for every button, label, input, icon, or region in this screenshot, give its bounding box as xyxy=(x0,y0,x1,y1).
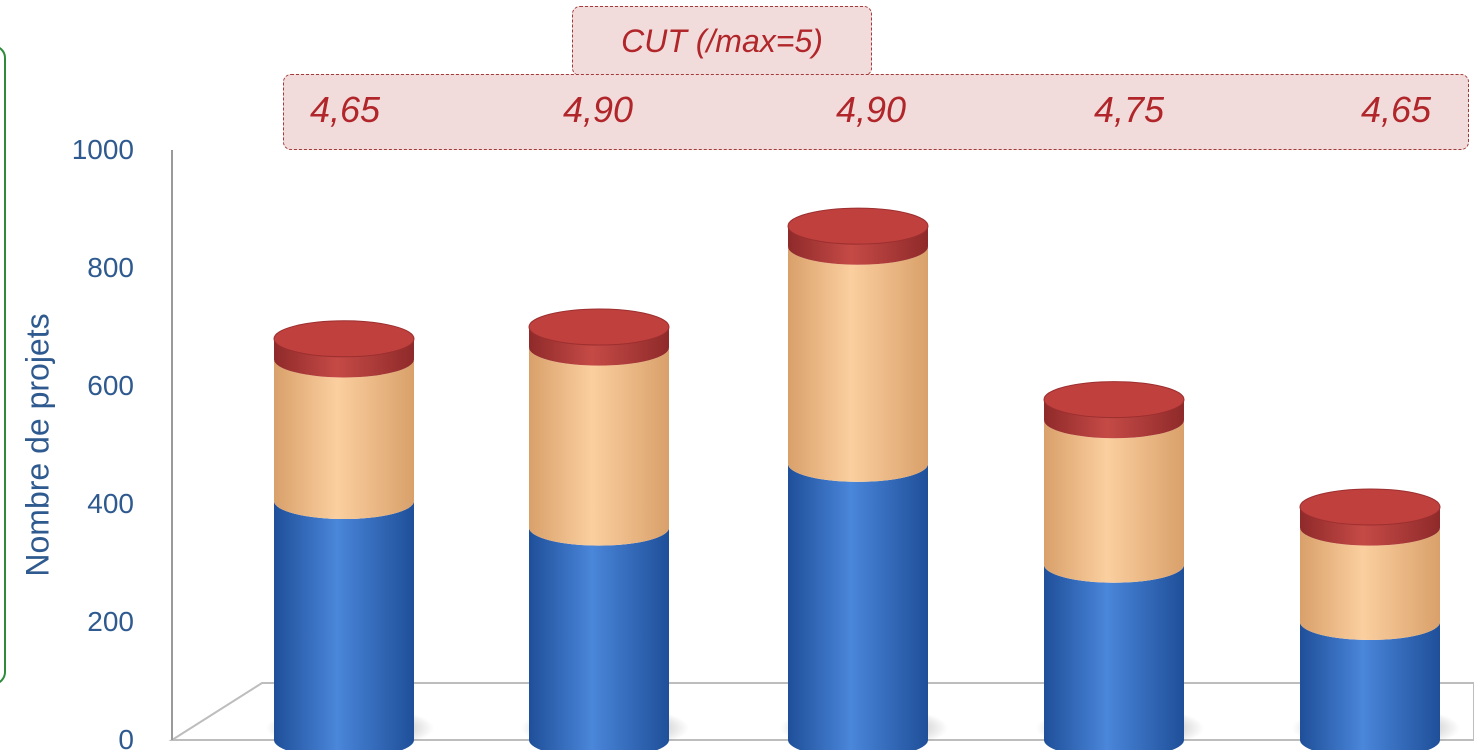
cut-value-2: 4,90 xyxy=(562,89,634,130)
bar-stack-2 xyxy=(521,308,689,750)
cut-value-1: 4,65 xyxy=(309,89,381,130)
bar-stack-1 xyxy=(266,320,434,750)
bar-segment-s3-c5 xyxy=(1300,506,1440,546)
y-tick-label-800: 800 xyxy=(87,252,134,283)
bar-segment-s3-c2 xyxy=(529,327,669,366)
bar-segment-s3-c4 xyxy=(1044,399,1184,439)
y-tick-label-0: 0 xyxy=(118,724,134,755)
y-tick-label-600: 600 xyxy=(87,370,134,401)
bar-segment-s3-c1 xyxy=(274,338,414,378)
bar-segment-s2-c5 xyxy=(1300,527,1440,640)
bar-segment-s3-c3 xyxy=(788,226,928,265)
bar-stack-5 xyxy=(1292,488,1460,750)
bar-top-cap-c4 xyxy=(1043,381,1185,419)
y-tick-label-1000: 1000 xyxy=(71,134,134,165)
bar-stack-4 xyxy=(1036,381,1204,750)
cut-annotation-title: CUT (/max=5) xyxy=(572,6,872,76)
bar-top-cap-c3 xyxy=(787,207,929,245)
cut-value-3: 4,90 xyxy=(835,89,907,130)
bar-segment-s1-c4 xyxy=(1044,564,1184,750)
bar-segment-s1-c3 xyxy=(788,463,928,750)
bar-segment-s2-c3 xyxy=(788,246,928,482)
bar-segment-s2-c4 xyxy=(1044,420,1184,583)
bar-stack-3 xyxy=(780,207,948,750)
cut-value-5: 4,65 xyxy=(1360,89,1432,130)
bar-segment-s2-c2 xyxy=(529,347,669,546)
bar-segment-s1-c1 xyxy=(274,501,414,750)
bar-segment-s1-c2 xyxy=(529,527,669,750)
y-tick-label-400: 400 xyxy=(87,488,134,519)
bar-top-cap-c2 xyxy=(528,308,670,346)
bar-segment-s2-c1 xyxy=(274,359,414,520)
cut-value-4: 4,75 xyxy=(1093,89,1165,130)
bar-top-cap-c1 xyxy=(273,320,415,358)
bar-top-cap-c5 xyxy=(1299,488,1441,526)
bar-segment-s1-c5 xyxy=(1300,622,1440,750)
cut-annotation-values-box: 4,65 4,90 4,90 4,75 4,65 xyxy=(283,74,1469,150)
y-tick-label-200: 200 xyxy=(87,606,134,637)
